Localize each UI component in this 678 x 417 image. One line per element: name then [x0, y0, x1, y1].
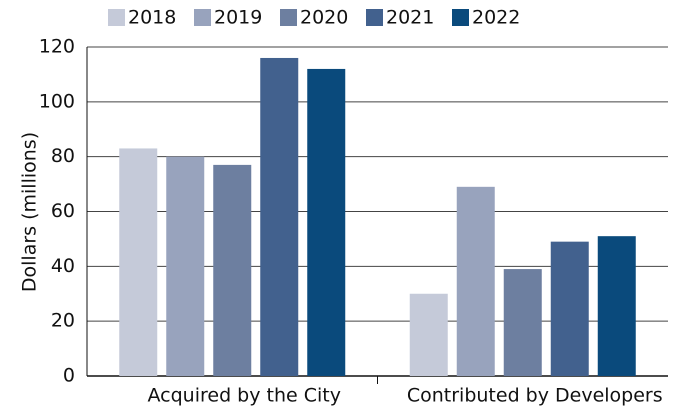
bar — [307, 68, 346, 376]
bar — [213, 164, 252, 376]
legend-swatch — [366, 9, 383, 26]
y-axis-label: Dollars (millions) — [19, 132, 41, 292]
legend-swatch — [108, 9, 125, 26]
y-tick-label: 20 — [51, 310, 75, 332]
legend-label: 2018 — [128, 7, 176, 29]
legend-label: 2021 — [386, 7, 434, 29]
legend-swatch — [452, 9, 469, 26]
y-tick-label: 40 — [51, 255, 75, 277]
y-tick-label: 100 — [39, 90, 75, 112]
y-tick-label: 120 — [39, 36, 75, 58]
legend-swatch — [194, 9, 211, 26]
bar — [260, 57, 299, 376]
legend-label: 2020 — [300, 7, 348, 29]
legend-swatch — [280, 9, 297, 26]
x-tick-label: Acquired by the City — [148, 385, 341, 407]
legend-label: 2022 — [472, 7, 520, 29]
bar — [550, 241, 589, 376]
y-tick-label: 80 — [51, 145, 75, 167]
bar — [597, 236, 636, 376]
bar — [119, 148, 158, 376]
y-tick-label: 60 — [51, 200, 75, 222]
bar — [409, 293, 448, 376]
bar — [456, 186, 495, 376]
x-tick-label: Contributed by Developers — [407, 385, 663, 407]
bar — [166, 156, 205, 376]
legend-label: 2019 — [214, 7, 262, 29]
y-tick-label: 0 — [63, 365, 75, 387]
bar — [503, 269, 542, 376]
